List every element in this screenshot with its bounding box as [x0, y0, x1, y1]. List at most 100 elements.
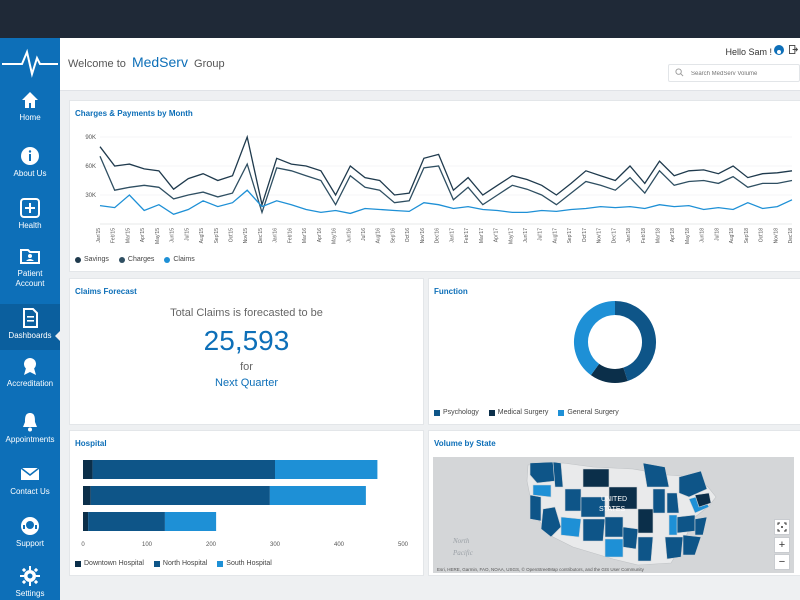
sidebar-item-label: Support [15, 539, 45, 548]
us-map-graphic: UNITED STATES North Pacific [433, 457, 794, 573]
avatar[interactable] [774, 45, 784, 57]
active-indicator [55, 330, 61, 342]
x-tick-label: Aug'15 [199, 228, 205, 244]
x-tick-label: May'16 [332, 228, 338, 244]
user-greeting: Hello Sam ! [725, 47, 772, 57]
bar-segment-south-hospital [269, 486, 366, 505]
sidebar-item-home[interactable]: Home [0, 90, 60, 123]
donut-slice-general-surgery [574, 301, 616, 376]
x-tick-label: Jul'16 [361, 228, 367, 241]
x-tick-label: May'18 [685, 228, 691, 244]
charges-payments-card: Charges & Payments by Month 90K 60K 30K Jan… [69, 100, 800, 272]
sidebar-item-about[interactable]: About Us [0, 146, 60, 179]
fullscreen-icon [777, 522, 787, 532]
folder-person-icon [20, 249, 40, 264]
legend-swatch [434, 409, 440, 416]
x-tick-label: Mar'17 [479, 228, 485, 243]
legend-swatch [488, 409, 495, 416]
sidebar-item-label: Appointments [5, 435, 55, 444]
sidebar-item-settings[interactable]: Settings [0, 566, 60, 599]
bar-segment-north-hospital [92, 460, 275, 479]
sidebar-item-dashboards[interactable]: Dashboards [0, 304, 61, 350]
bar-segment-south-hospital [275, 460, 378, 479]
search-box[interactable] [668, 64, 800, 82]
gear-icon [20, 566, 40, 586]
legend-swatch [164, 256, 171, 263]
x-tick-label: Dec'15 [258, 228, 264, 244]
x-tick-label: 100 [142, 542, 153, 548]
series-line-claims [99, 189, 793, 216]
sidebar-item-support[interactable]: Support [0, 516, 60, 549]
logout-icon[interactable] [789, 45, 798, 54]
x-tick-label: Apr'16 [317, 228, 323, 243]
zoom-in-button[interactable]: + [774, 537, 790, 553]
bar-chart: 0 100 200 300 400 500 [81, 460, 409, 548]
legend-item-north: North Hospital [153, 560, 208, 567]
legend-swatch [217, 560, 224, 567]
donut-chart [574, 301, 656, 383]
forecast-value: 25,593 [203, 325, 290, 356]
legend-label: General Surgery [567, 409, 619, 416]
sidebar-item-label: Accreditation [6, 379, 54, 388]
line-chart-legend: Savings Charges Claims [75, 256, 195, 263]
legend-item-psychology: Psychology [434, 409, 479, 416]
x-tick-label: Apr'18 [670, 228, 676, 243]
legend-item-savings: Savings [75, 256, 109, 263]
map-fullscreen-button[interactable] [774, 519, 790, 535]
legend-item-general-surgery: General Surgery [558, 409, 619, 416]
x-tick-label: Oct'16 [405, 228, 411, 243]
y-tick-label: 60K [85, 164, 96, 170]
x-tick-label: Sep'18 [744, 228, 750, 244]
sidebar-item-label: Home [19, 113, 41, 122]
zoom-out-button[interactable]: − [774, 554, 790, 570]
card-title: Function [434, 287, 468, 296]
function-card: Function Psychology Medical Surgery Gene… [428, 278, 800, 425]
home-icon [22, 92, 38, 108]
top-header: Welcome to MedServ Group Hello Sam ! [60, 38, 800, 91]
x-tick-label: Nov'16 [420, 228, 426, 244]
support-icon [21, 517, 39, 535]
x-tick-label: Oct'18 [759, 228, 765, 243]
x-tick-label: Apr'15 [140, 228, 146, 243]
series-line-charges [99, 156, 793, 215]
x-tick-label: Feb'15 [111, 228, 117, 243]
legend-label: Psychology [443, 409, 479, 416]
x-tick-label: 500 [398, 542, 409, 548]
forecast-for: for [240, 361, 253, 373]
map[interactable]: UNITED STATES North Pacific + − Esri, HE… [433, 457, 794, 573]
heartbeat-logo-icon [2, 48, 58, 78]
legend-swatch [118, 256, 125, 263]
x-tick-label: Sep'16 [390, 228, 396, 244]
sidebar-item-label: Dashboards [8, 331, 52, 340]
legend-item-medical-surgery: Medical Surgery [488, 409, 548, 416]
bar-segment-downtown-hospital [83, 512, 89, 531]
x-tick-label: Mar'15 [125, 228, 131, 243]
search-input[interactable] [689, 67, 798, 80]
legend-item-south: South Hospital [217, 560, 272, 567]
x-tick-label: Feb'18 [641, 228, 647, 243]
legend-item-downtown: Downtown Hospital [75, 560, 144, 567]
document-icon [23, 308, 38, 328]
x-tick-label: Mar'18 [655, 228, 661, 243]
brand-name: MedServ [131, 54, 188, 70]
sidebar-item-patient-account[interactable]: Patient Account [0, 246, 60, 289]
legend-label: Claims [173, 256, 195, 263]
forecast-intro: Total Claims is forecasted to be [170, 307, 323, 319]
x-tick-label: May'17 [508, 228, 514, 244]
forecast-period: Next Quarter [215, 377, 278, 389]
x-tick-label: Jun'18 [700, 228, 706, 243]
x-tick-label: Jan'18 [626, 228, 632, 243]
x-tick-label: Apr'17 [494, 228, 500, 243]
legend-label: North Hospital [162, 560, 208, 567]
sidebar-item-appointments[interactable]: Appointments [0, 412, 60, 445]
x-tick-label: Sep'17 [567, 228, 573, 244]
x-tick-label: Jun'17 [523, 228, 529, 243]
legend-swatch [75, 256, 81, 263]
claims-forecast-card: Claims Forecast Total Claims is forecast… [69, 278, 424, 425]
sidebar-item-contact[interactable]: Contact Us [0, 464, 60, 497]
x-tick-label: Dec'16 [435, 228, 441, 244]
sidebar: Home About Us Health Patient Account Das… [0, 38, 61, 600]
sidebar-item-health[interactable]: Health [0, 198, 60, 231]
info-icon [21, 147, 39, 165]
sidebar-item-accreditation[interactable]: Accreditation [0, 356, 60, 389]
